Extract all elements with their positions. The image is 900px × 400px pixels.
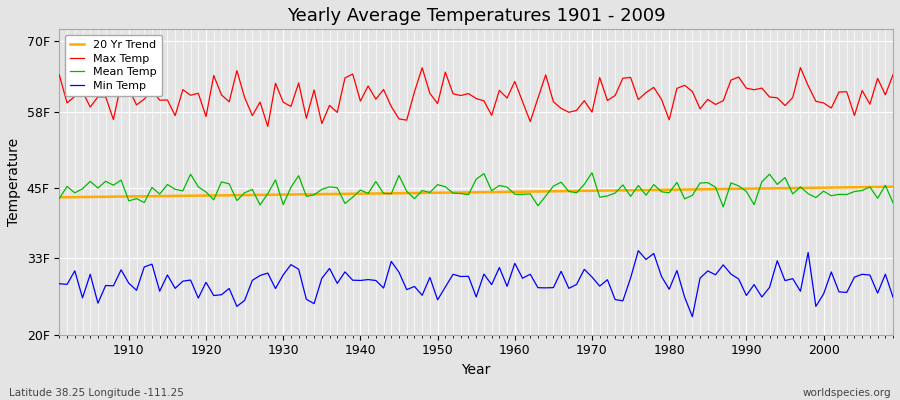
Max Temp — [263, 124, 274, 129]
Line: Mean Temp: Mean Temp — [59, 173, 893, 207]
Min Temp — [54, 281, 65, 286]
Legend: 20 Yr Trend, Max Temp, Mean Temp, Min Temp: 20 Yr Trend, Max Temp, Mean Temp, Min Te… — [65, 35, 162, 96]
X-axis label: Year: Year — [462, 363, 490, 377]
Min Temp — [509, 261, 520, 266]
Mean Temp — [509, 192, 520, 197]
Max Temp — [887, 72, 898, 77]
Max Temp — [339, 76, 350, 80]
Max Temp — [116, 81, 127, 86]
Mean Temp — [285, 185, 296, 190]
Max Temp — [54, 72, 65, 77]
20 Yr Trend — [116, 194, 127, 199]
20 Yr Trend — [332, 192, 343, 196]
Min Temp — [633, 248, 643, 253]
20 Yr Trend — [501, 190, 512, 194]
20 Yr Trend — [54, 195, 65, 200]
Max Temp — [509, 79, 520, 84]
20 Yr Trend — [509, 189, 520, 194]
Text: worldspecies.org: worldspecies.org — [803, 388, 891, 398]
Y-axis label: Temperature: Temperature — [7, 138, 21, 226]
Max Temp — [293, 80, 304, 85]
Line: Max Temp: Max Temp — [59, 68, 893, 126]
Mean Temp — [501, 185, 512, 190]
Min Temp — [687, 314, 698, 319]
Min Temp — [332, 281, 343, 286]
Mean Temp — [718, 204, 729, 209]
Line: Min Temp: Min Temp — [59, 251, 893, 317]
Min Temp — [285, 262, 296, 267]
Line: 20 Yr Trend: 20 Yr Trend — [59, 187, 893, 197]
Min Temp — [602, 277, 613, 282]
Mean Temp — [116, 178, 127, 182]
Mean Temp — [587, 170, 598, 175]
Title: Yearly Average Temperatures 1901 - 2009: Yearly Average Temperatures 1901 - 2009 — [287, 7, 665, 25]
20 Yr Trend — [887, 184, 898, 189]
Mean Temp — [610, 191, 621, 196]
20 Yr Trend — [285, 192, 296, 197]
Mean Temp — [887, 200, 898, 205]
Mean Temp — [332, 185, 343, 190]
Min Temp — [116, 268, 127, 272]
Min Temp — [501, 284, 512, 289]
Max Temp — [518, 99, 528, 104]
20 Yr Trend — [602, 188, 613, 193]
Min Temp — [887, 295, 898, 300]
Mean Temp — [54, 196, 65, 201]
Max Temp — [795, 65, 806, 70]
Max Temp — [610, 93, 621, 98]
Text: Latitude 38.25 Longitude -111.25: Latitude 38.25 Longitude -111.25 — [9, 388, 184, 398]
